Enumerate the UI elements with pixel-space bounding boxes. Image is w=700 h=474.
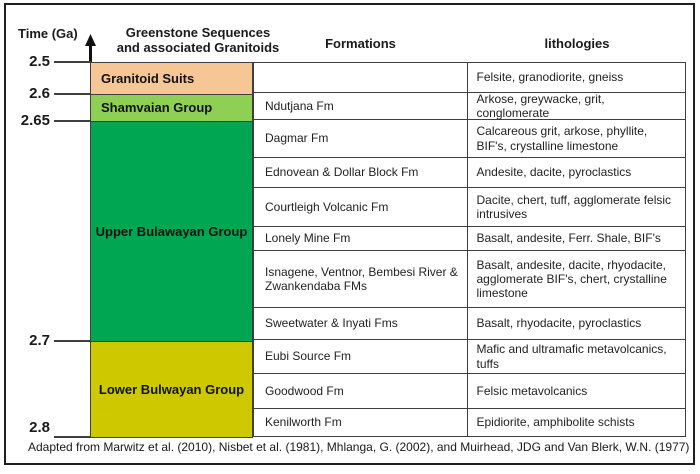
lithology-cell: Basalt, andesite, dacite, rhyodacite, ag… [476, 257, 667, 301]
group-block-shamvaian-group: Shamvaian Group [90, 93, 253, 122]
formation-cell: Courtleigh Volcanic Fm [254, 188, 468, 226]
table-row: Goodwood Fm Felsic metavolcanics [254, 374, 685, 409]
tick-line-2-6 [54, 92, 91, 95]
tick-label-2-5: 2.5 [29, 53, 50, 70]
time-axis-label: Time (Ga) [18, 26, 78, 41]
table-row: Ednovean & Dollar Block Fm Andesite, dac… [254, 158, 685, 188]
up-arrow-icon [85, 34, 96, 62]
formation-cell [254, 63, 468, 92]
lithology-cell: Felsic metavolcanics [476, 383, 588, 398]
formation-cell: Isnagene, Ventnor, Bembesi River & Zwank… [254, 251, 468, 307]
tick-label-2-7: 2.7 [29, 331, 50, 349]
tick-line-2-5 [54, 61, 91, 63]
formation-cell: Goodwood Fm [254, 374, 468, 408]
lithology-cell: Mafic and ultramafic metavolcanics, tuff… [476, 342, 667, 371]
source-citation: Adapted from Marwitz et al. (2010), Nisb… [28, 440, 690, 454]
table-row: Kenilworth Fm Epidiorite, amphibolite sc… [254, 409, 685, 436]
table-row: Sweetwater & Inyati Fms Basalt, rhyodaci… [254, 308, 685, 340]
lithologies-column-header: lithologies [544, 36, 610, 51]
tick-line-2-7 [54, 339, 91, 342]
table-row: Lonely Mine Fm Basalt, andesite, Ferr. S… [254, 227, 685, 251]
figure-border [4, 3, 695, 465]
group-label: Upper Bulawayan Group [95, 223, 248, 239]
formation-cell: Dagmar Fm [254, 120, 468, 157]
formation-cell: Kenilworth Fm [254, 409, 468, 436]
tick-label-2-8: 2.8 [29, 419, 50, 436]
group-label: Shamvaian Group [101, 100, 213, 115]
group-block-lower-bulwayan: Lower Bulwayan Group [90, 340, 253, 438]
table-row: Dagmar Fm Calcareous grit, arkose, phyll… [254, 120, 685, 158]
table-row: Felsite, granodiorite, gneiss [254, 63, 685, 93]
lithology-cell: Felsite, granodiorite, gneiss [476, 70, 624, 85]
lithology-cell: Arkose, greywacke, grit, conglomerate [476, 91, 605, 120]
formations-lithologies-table: Felsite, granodiorite, gneiss Ndutjana F… [253, 62, 686, 437]
table-row: Isnagene, Ventnor, Bembesi River & Zwank… [254, 251, 685, 308]
lithology-cell: Calcareous grit, arkose, phyllite, BIF's… [476, 124, 648, 153]
group-block-granitoid-suits: Granitoid Suits [90, 62, 253, 95]
lithology-cell: Epidiorite, amphibolite schists [476, 415, 635, 430]
tick-label-2-65: 2.65 [20, 111, 50, 129]
tick-line-2-65 [54, 119, 91, 122]
lithology-cell: Basalt, rhyodacite, pyroclastics [476, 316, 642, 331]
tick-label-2-6: 2.6 [29, 84, 50, 102]
group-block-upper-bulawayan: Upper Bulawayan Group [90, 120, 253, 342]
lithology-cell: Basalt, andesite, Ferr. Shale, BIF's [476, 231, 661, 246]
table-row: Eubi Source Fm Mafic and ultramafic meta… [254, 340, 685, 374]
formation-cell: Lonely Mine Fm [254, 227, 468, 250]
lithology-cell: Andesite, dacite, pyroclastics [476, 165, 632, 180]
lithology-cell: Dacite, chert, tuff, agglomerate felsic … [476, 192, 672, 221]
tick-line-2-8 [54, 436, 91, 438]
formation-cell: Eubi Source Fm [254, 340, 468, 373]
group-label: Lower Bulwayan Group [98, 381, 245, 397]
formation-cell: Sweetwater & Inyati Fms [254, 308, 468, 339]
group-label: Granitoid Suits [101, 70, 195, 86]
greenstone-column-header: Greenstone Sequences and associated Gran… [100, 25, 296, 56]
table-row: Ndutjana Fm Arkose, greywacke, grit, con… [254, 91, 685, 120]
greenstone-column-header-line2: and associated Granitoids [116, 39, 280, 55]
table-row: Courtleigh Volcanic Fm Dacite, chert, tu… [254, 188, 685, 227]
greenstone-column-header-line1: Greenstone Sequences [125, 25, 271, 40]
formation-cell: Ednovean & Dollar Block Fm [254, 158, 468, 187]
formation-cell: Ndutjana Fm [254, 93, 468, 119]
formations-column-header: Formations [325, 36, 396, 51]
